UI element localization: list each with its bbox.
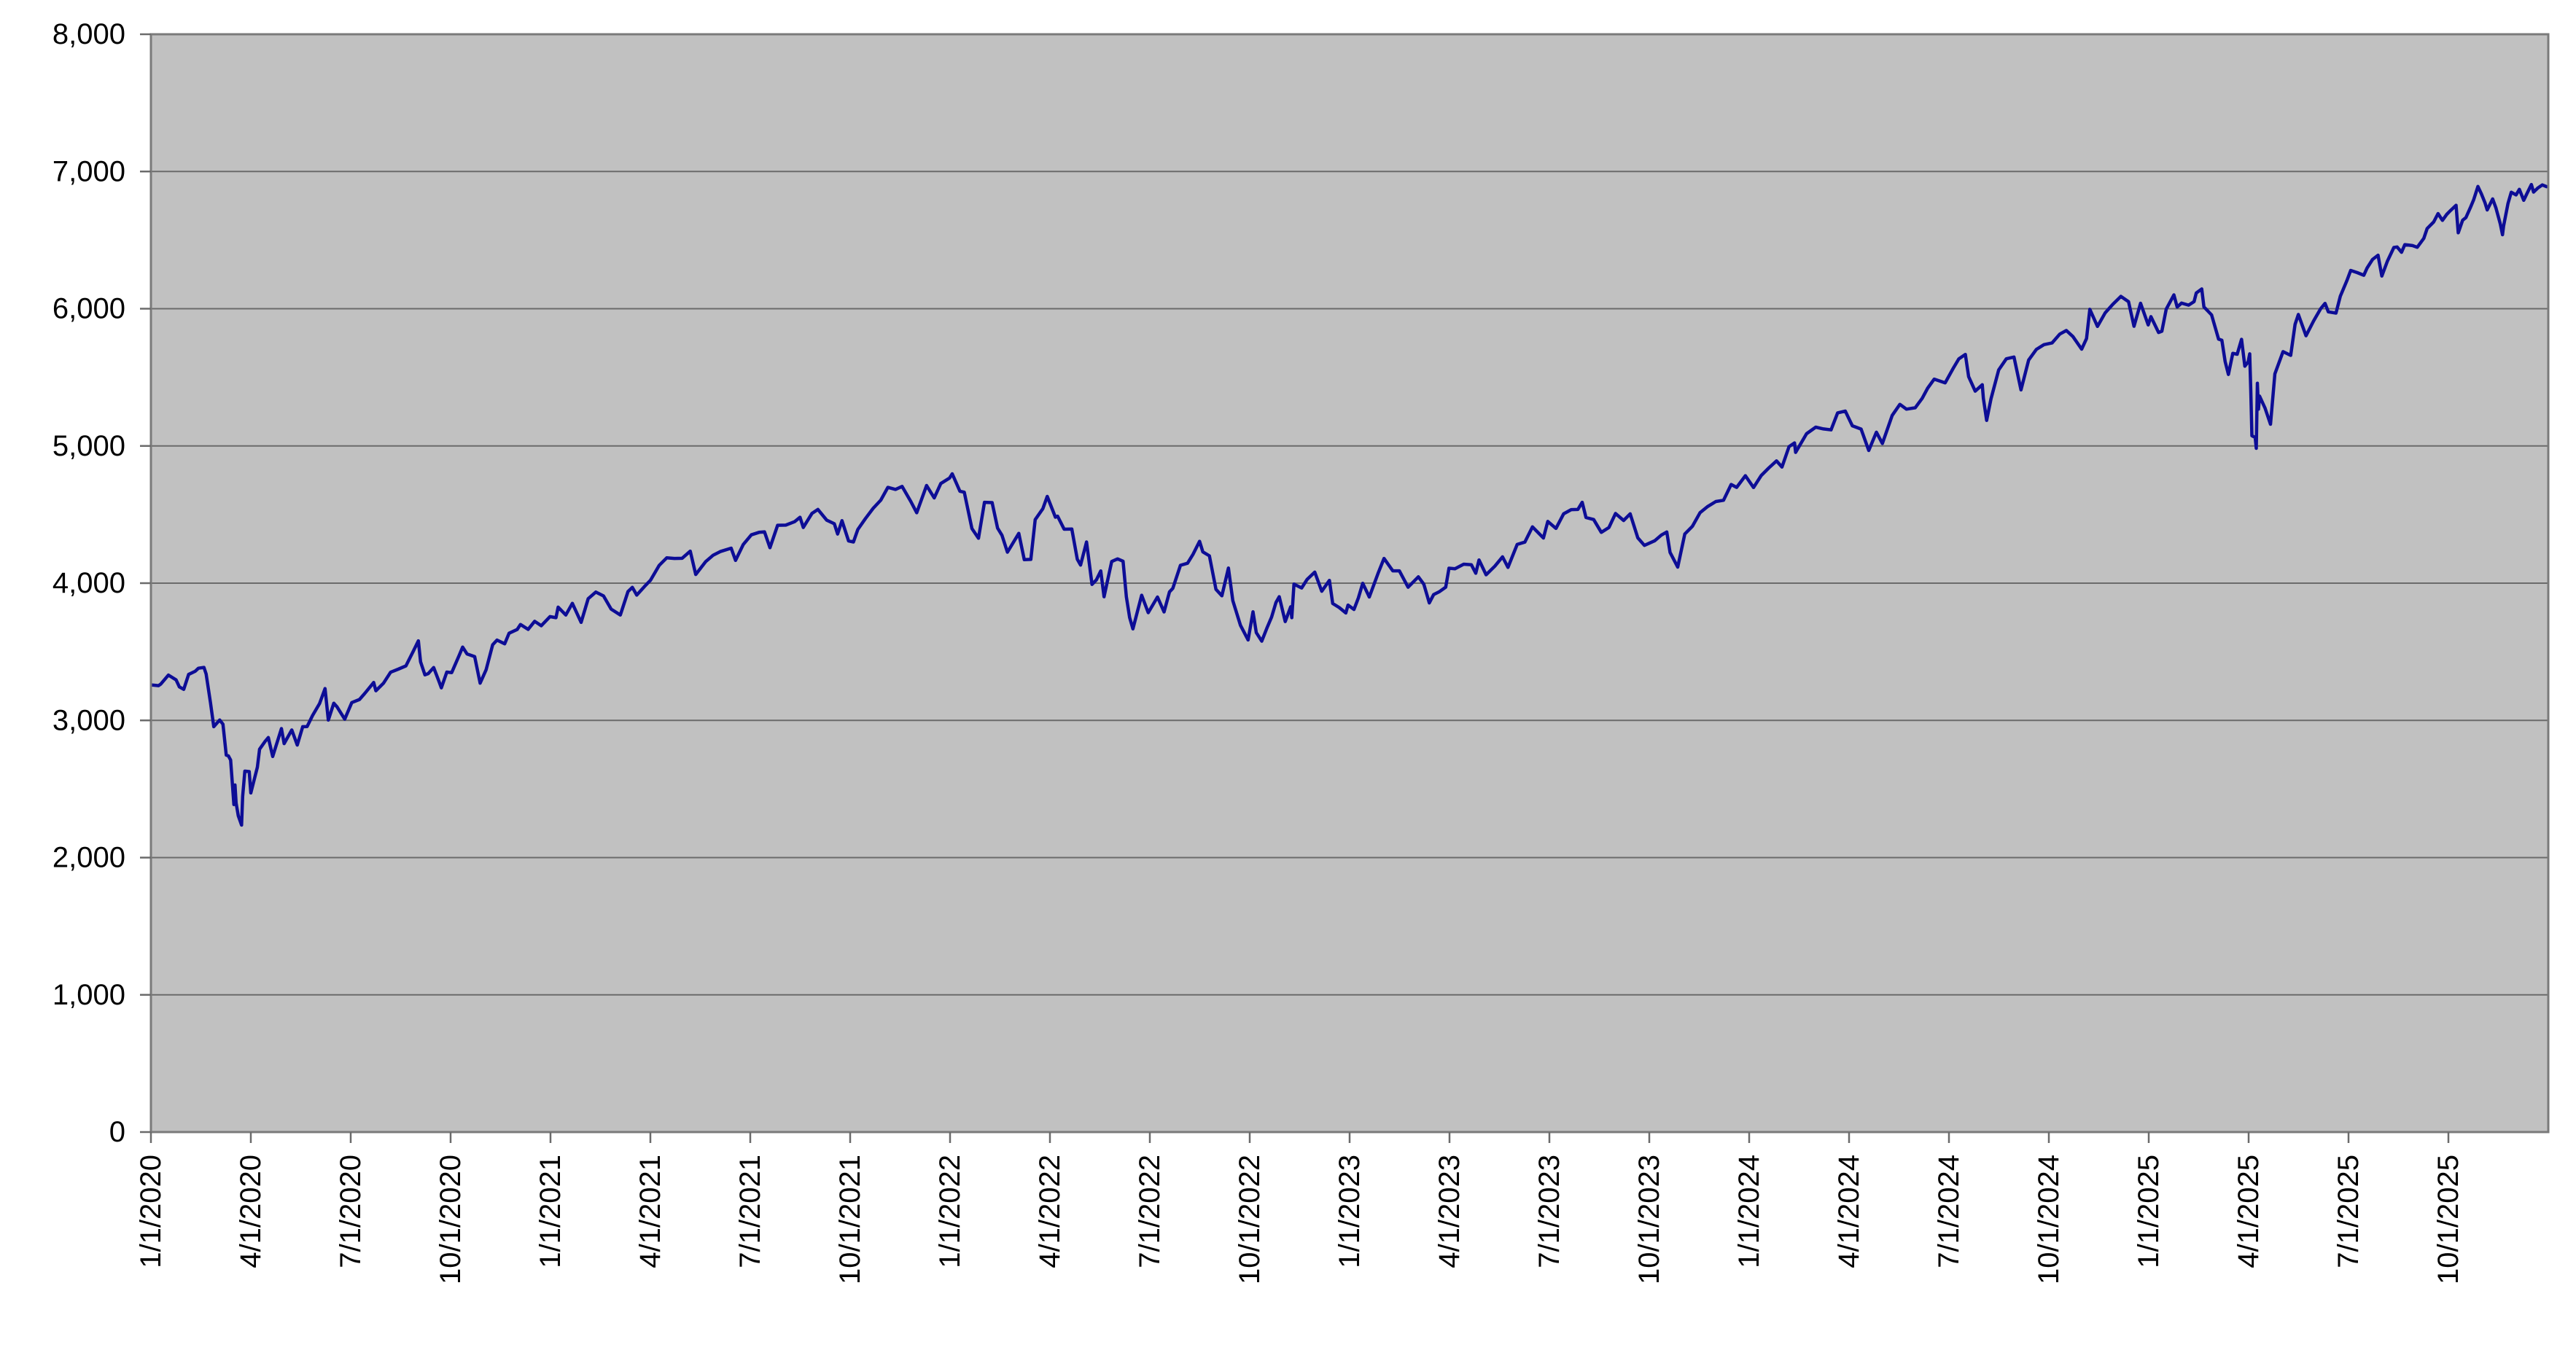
x-axis-tick-label: 7/1/2020	[335, 1155, 367, 1268]
x-axis-tick-label: 7/1/2023	[1533, 1155, 1565, 1268]
y-axis-tick-label: 3,000	[52, 704, 125, 736]
x-axis-tick-label: 4/1/2024	[1833, 1155, 1865, 1268]
x-axis-tick-label: 4/1/2025	[2233, 1155, 2265, 1268]
x-axis-tick-label: 7/1/2024	[1933, 1155, 1965, 1268]
x-axis-tick-label: 1/1/2022	[934, 1155, 966, 1268]
x-axis-tick-label: 7/1/2021	[734, 1155, 766, 1268]
y-axis-tick-label: 5,000	[52, 430, 125, 462]
x-axis-tick-label: 7/1/2022	[1134, 1155, 1166, 1268]
y-axis-tick-label: 4,000	[52, 567, 125, 599]
x-axis-tick-label: 10/1/2022	[1234, 1155, 1266, 1284]
y-axis-tick-label: 8,000	[52, 18, 125, 50]
x-axis-tick-label: 10/1/2024	[2033, 1155, 2065, 1284]
x-axis-tick-label: 7/1/2025	[2332, 1155, 2365, 1268]
y-axis-tick-label: 2,000	[52, 842, 125, 874]
y-axis-tick-label: 6,000	[52, 293, 125, 325]
x-axis-tick-label: 4/1/2020	[235, 1155, 267, 1268]
x-axis-tick-label: 1/1/2020	[135, 1155, 167, 1268]
price-line	[150, 182, 2549, 827]
x-axis-tick-label: 1/1/2025	[2133, 1155, 2165, 1268]
x-axis-tick-label: 1/1/2021	[534, 1155, 567, 1268]
y-axis-tick-label: 1,000	[52, 979, 125, 1011]
x-axis-tick-label: 4/1/2023	[1433, 1155, 1466, 1268]
y-axis-tick-label: 0	[109, 1116, 125, 1148]
x-axis-tick-label: 10/1/2025	[2432, 1155, 2464, 1284]
x-axis-tick-label: 4/1/2021	[634, 1155, 666, 1268]
x-axis-tick-label: 10/1/2021	[834, 1155, 866, 1284]
y-axis-tick-label: 7,000	[52, 155, 125, 187]
x-axis-tick-label: 10/1/2023	[1633, 1155, 1665, 1284]
x-axis-tick-label: 1/1/2023	[1334, 1155, 1366, 1268]
x-axis-tick-label: 10/1/2020	[435, 1155, 467, 1284]
x-axis-tick-label: 1/1/2024	[1733, 1155, 1765, 1268]
x-axis-tick-label: 4/1/2022	[1034, 1155, 1066, 1268]
